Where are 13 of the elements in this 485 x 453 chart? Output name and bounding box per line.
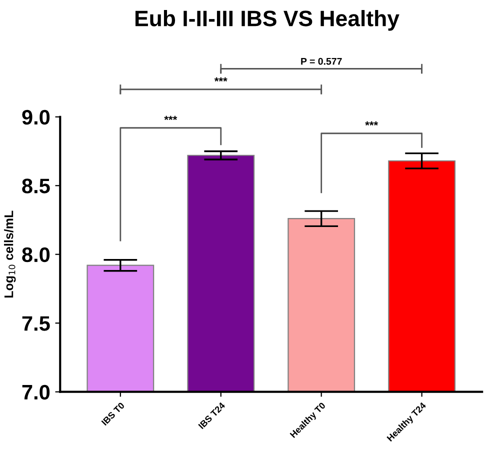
y-tick-label: 7.5 xyxy=(22,316,50,331)
chart-title: Eub I-II-III IBS VS Healthy xyxy=(136,10,400,31)
y-tick-label: 8.5 xyxy=(22,178,50,194)
x-tick-label: IBS T0 xyxy=(101,402,125,426)
y-tick-label: 7.0 xyxy=(22,384,50,400)
y-tick-label: 9.0 xyxy=(22,110,50,125)
y-axis-title: Log$_{10}$ cells/mL xyxy=(4,210,16,298)
text: *** xyxy=(214,77,228,82)
annotation: *** xyxy=(164,116,178,120)
x-tick-label: IBS T24 xyxy=(198,402,226,430)
y-tick-label: 8.0 xyxy=(22,247,50,262)
annotation: *** xyxy=(365,121,378,126)
text: P = 0.577 xyxy=(301,58,342,65)
